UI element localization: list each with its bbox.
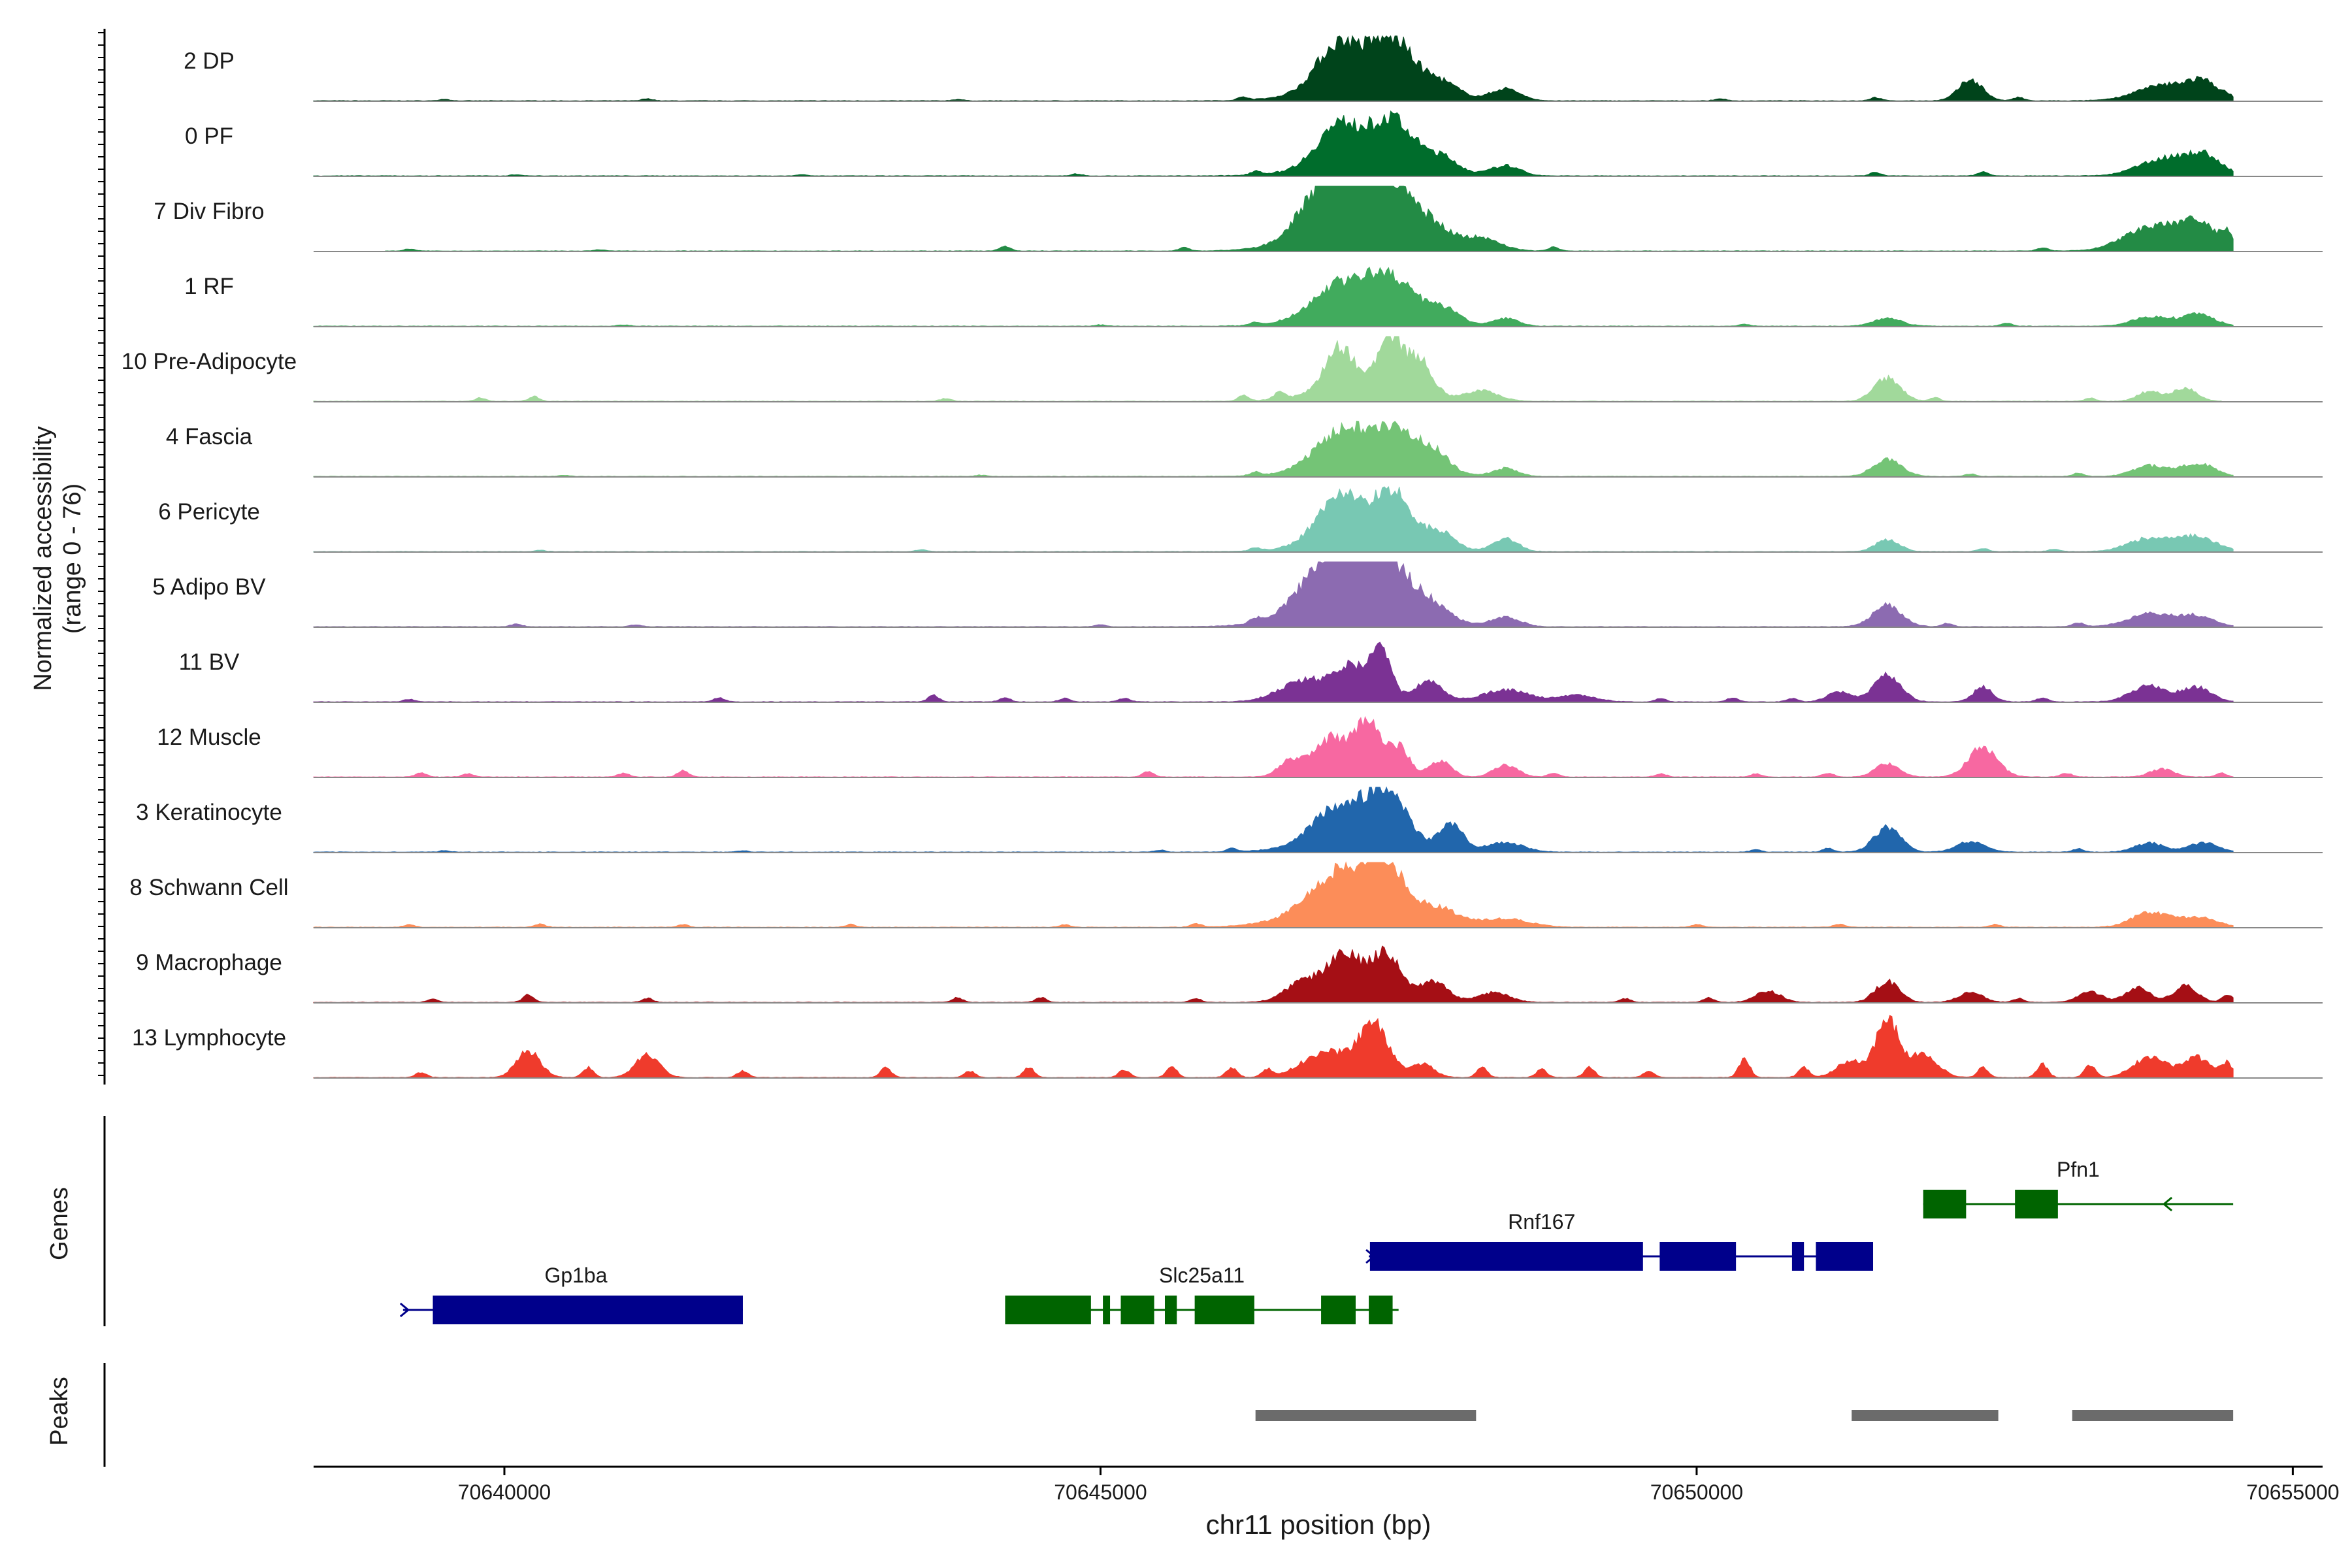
gene-exon [2015,1190,2058,1218]
coverage-area [313,35,2234,102]
x-tick-label: 70655000 [2246,1480,2339,1504]
gene-exon [1791,1242,1805,1271]
gene-exon [1005,1296,1091,1324]
gene-label: Pfn1 [2057,1158,2100,1181]
coverage-area [313,267,2234,327]
peaks-axis-label: Peaks [46,1377,73,1446]
y-axis-label: Normalized accessibility [29,426,57,691]
coverage-area [313,421,2234,478]
gene-label: Rnf167 [1508,1210,1575,1233]
track-label: 0 PF [185,123,233,149]
x-axis: 70640000 70645000 70650000 70655000 [314,1465,2340,1504]
track-label: 13 Lymphocyte [132,1025,286,1051]
strand-arrow [1365,1249,1376,1264]
gene-exon [1369,1242,1643,1271]
gene-exon [1164,1296,1177,1324]
coverage-area [313,642,2234,703]
gene-exon [1103,1296,1111,1324]
coverage-area [313,485,2234,553]
peak-region-bar [1255,1410,1477,1421]
strand-arrow [1328,1302,1338,1318]
x-tick-label: 70640000 [458,1480,551,1504]
track-label: 11 BV [179,649,240,675]
gene-exon [1194,1296,1254,1324]
track-label: 10 Pre-Adipocyte [122,349,297,374]
track-label: 9 Macrophage [136,950,282,975]
track-label: 4 Fascia [166,424,253,449]
track-label: 7 Div Fibro [154,199,264,224]
coverage-area [313,110,2234,177]
peak-track [103,1363,2234,1467]
track-label: 1 RF [184,274,234,299]
track-label: 6 Pericyte [158,499,260,525]
gene-exon [1816,1242,1874,1271]
coverage-area [313,715,2234,778]
strand-arrow [2162,1196,2173,1212]
gene-exon [1120,1296,1154,1324]
gene-exon [1369,1296,1393,1324]
x-tick-label: 70650000 [1650,1480,1743,1504]
y-axis-label-range: (range 0 - 76) [59,483,86,634]
x-axis-label: chr11 position (bp) [1206,1509,1431,1540]
gene-label: Slc25a11 [1159,1264,1245,1287]
strand-arrow [399,1302,410,1318]
gene-label: Gp1ba [544,1264,607,1287]
coverage-area [313,336,2222,402]
coverage-area [313,561,2234,628]
gene-exon [1923,1190,1967,1218]
coverage-area [313,861,2234,928]
peak-region-bar [1852,1410,1999,1421]
coverage-area [313,945,2234,1004]
peak-region-bar [2072,1410,2234,1421]
coverage-area [313,786,2234,853]
track-label: 3 Keratinocyte [136,800,282,825]
track-label: 12 Muscle [157,725,261,750]
coverage-tracks [313,35,2323,1079]
genes-axis-label: Genes [46,1187,73,1260]
gene-exon [1659,1242,1737,1271]
gene-exon [433,1296,743,1324]
track-label: 5 Adipo BV [152,574,266,600]
x-tick-label: 70645000 [1054,1480,1147,1504]
coverage-area [385,186,2234,252]
gene-exon [1321,1296,1356,1324]
left-axis [98,29,106,1085]
gene-track: Gp1ba Slc25a11 Rnf167 Pfn1 [103,1116,2234,1326]
track-labels: 2 DP 0 PF 7 Div Fibro 1 RF 10 Pre-Adipocyte 4… [122,48,297,1051]
track-label: 2 DP [184,48,235,74]
track-label: 8 Schwann Cell [129,875,288,900]
coverage-area [313,1015,2234,1079]
